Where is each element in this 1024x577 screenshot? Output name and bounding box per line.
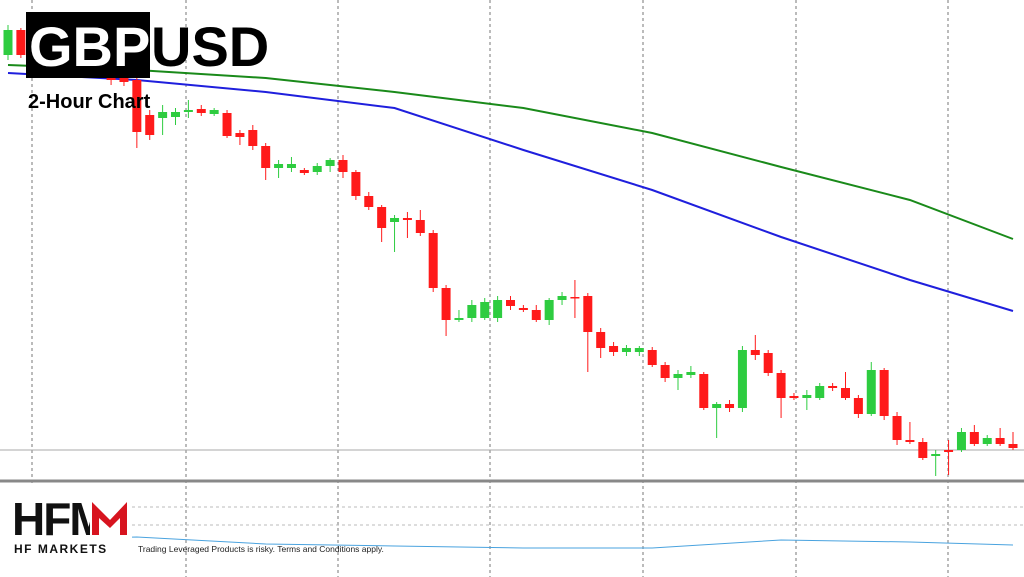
candle-body bbox=[750, 350, 760, 355]
candle-body bbox=[841, 388, 850, 398]
candle-body bbox=[415, 220, 425, 233]
candle-body bbox=[725, 404, 735, 408]
candle-body bbox=[969, 432, 979, 444]
candle-body bbox=[905, 440, 915, 442]
candle-body bbox=[647, 350, 657, 365]
candle-body bbox=[402, 218, 412, 220]
moving-average bbox=[7, 64, 1014, 240]
candle-body bbox=[132, 80, 142, 132]
candle-body bbox=[956, 432, 966, 450]
title-box bbox=[26, 12, 150, 78]
candle-body bbox=[312, 166, 322, 172]
candle-body bbox=[158, 112, 168, 118]
candle-body bbox=[441, 288, 451, 320]
candle-body bbox=[995, 438, 1005, 444]
candle-body bbox=[16, 30, 26, 55]
candle-body bbox=[286, 164, 296, 168]
candle-body bbox=[196, 109, 206, 113]
candle-body bbox=[737, 350, 747, 408]
candle-body bbox=[235, 133, 245, 137]
candle-body bbox=[621, 348, 631, 352]
title-box-text: GBP bbox=[29, 15, 150, 78]
candle-body bbox=[673, 374, 683, 378]
candle-body bbox=[261, 146, 271, 168]
candle-body bbox=[299, 170, 309, 173]
brand: HF MARKETS bbox=[14, 542, 108, 556]
moving-average bbox=[7, 72, 1014, 312]
candle-body bbox=[493, 300, 503, 318]
candle-body bbox=[183, 110, 193, 112]
candle-body bbox=[351, 172, 361, 196]
candle-body bbox=[248, 130, 258, 146]
candle-body bbox=[325, 160, 335, 166]
indicator-panel bbox=[7, 536, 1014, 549]
candle-body bbox=[866, 370, 876, 414]
candle-body bbox=[506, 300, 515, 306]
candle-body bbox=[815, 386, 825, 398]
logo-m bbox=[92, 502, 127, 535]
candle-body bbox=[931, 454, 941, 456]
candle-body bbox=[763, 353, 773, 373]
candle-body bbox=[364, 196, 374, 207]
candle-body bbox=[377, 207, 387, 228]
candle-body bbox=[944, 450, 954, 452]
subtitle: 2-Hour Chart bbox=[28, 91, 151, 113]
candle-body bbox=[467, 305, 477, 318]
candle-body bbox=[789, 396, 799, 398]
candle-body bbox=[918, 442, 928, 458]
candle-body bbox=[570, 297, 580, 299]
candle-body bbox=[982, 438, 992, 444]
candle-body bbox=[145, 115, 155, 135]
candle-body bbox=[892, 416, 902, 440]
indicator-line bbox=[7, 536, 1014, 549]
candle-body bbox=[544, 300, 554, 320]
candle-body bbox=[776, 373, 786, 398]
candle-body bbox=[802, 395, 812, 398]
candle-body bbox=[596, 332, 606, 348]
candle-body bbox=[712, 404, 722, 408]
candle-body bbox=[3, 30, 13, 55]
candle-body bbox=[686, 372, 696, 375]
candle-body bbox=[828, 386, 838, 388]
candle-body bbox=[853, 398, 863, 414]
candle-body bbox=[609, 346, 619, 352]
candle-body bbox=[480, 302, 490, 318]
candle-body bbox=[274, 164, 284, 168]
candle-body bbox=[557, 296, 567, 300]
candle-body bbox=[583, 296, 593, 332]
candle-body bbox=[531, 310, 541, 320]
title-rest: USD bbox=[151, 15, 269, 78]
disclaimer: Trading Leveraged Products is risky. Ter… bbox=[138, 544, 384, 554]
candle-body bbox=[428, 233, 438, 288]
candle-body bbox=[209, 110, 219, 114]
candle-body bbox=[1008, 444, 1018, 448]
candle-body bbox=[338, 160, 348, 172]
candle-body bbox=[634, 348, 644, 352]
candle-body bbox=[518, 308, 528, 310]
candle-body bbox=[119, 75, 129, 82]
candle-body bbox=[660, 365, 670, 378]
candle-body bbox=[222, 113, 232, 136]
candle-body bbox=[171, 112, 180, 117]
candle-body bbox=[454, 318, 464, 320]
candle-body bbox=[390, 218, 400, 222]
candle-body bbox=[879, 370, 889, 416]
time-separators bbox=[31, 0, 949, 577]
candle-body bbox=[699, 374, 709, 408]
